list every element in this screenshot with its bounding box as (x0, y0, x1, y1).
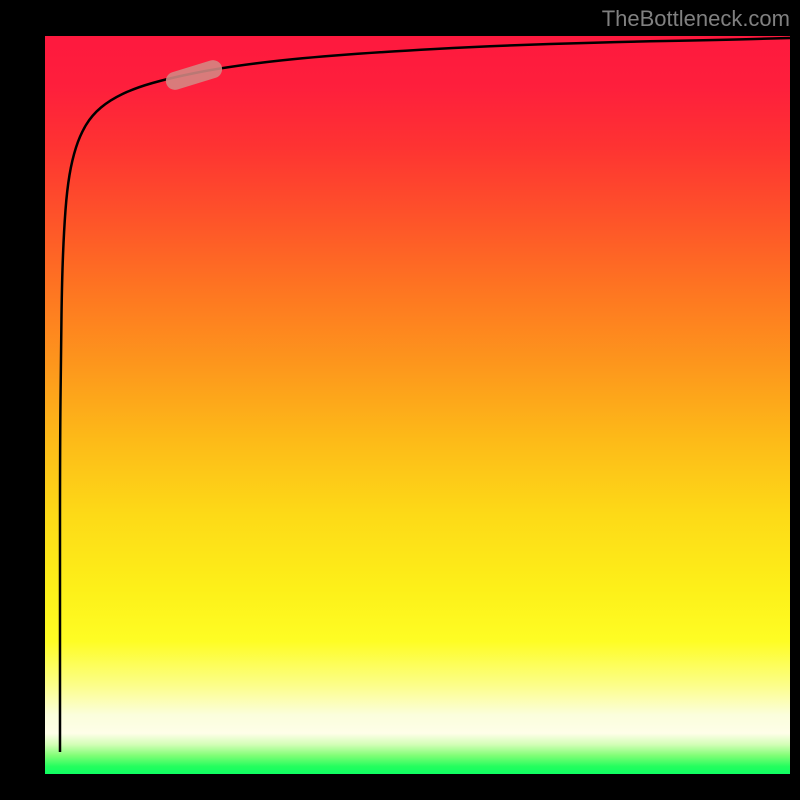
curve-layer (0, 0, 800, 800)
curve-path (60, 38, 790, 752)
